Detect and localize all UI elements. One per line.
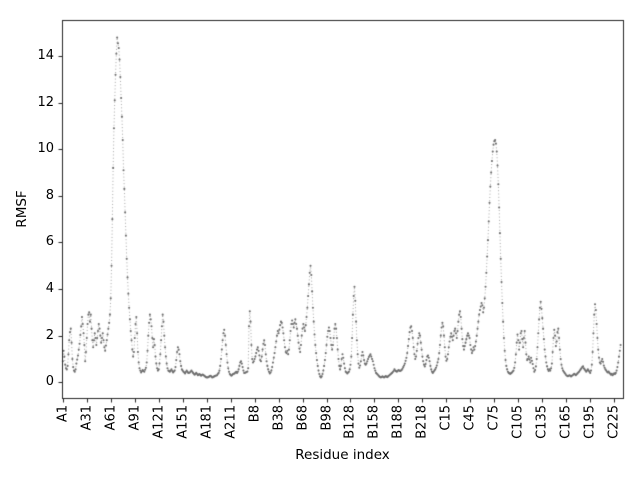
y-tick-label: 12	[37, 94, 54, 110]
x-tick-label: C105	[510, 405, 526, 439]
x-tick-label: C165	[558, 405, 574, 439]
x-tick-label: A211	[223, 405, 239, 439]
x-tick-label: C225	[606, 405, 622, 439]
y-tick-label: 2	[45, 327, 54, 343]
x-tick-label: A91	[127, 405, 143, 431]
x-tick-label: A181	[199, 405, 215, 439]
x-tick-label: C75	[486, 405, 502, 431]
x-tick-label: B8	[247, 405, 263, 423]
x-tick-label: C45	[462, 405, 478, 431]
x-tick-label: C135	[534, 405, 550, 439]
x-tick-label: B98	[319, 405, 335, 431]
x-tick-label: C15	[438, 405, 454, 431]
x-tick-label: A151	[175, 405, 191, 439]
y-tick-label: 0	[45, 374, 54, 390]
x-tick-label: A121	[151, 405, 167, 439]
y-tick-label: 6	[45, 234, 54, 250]
x-tick-label: B38	[271, 405, 287, 431]
y-tick-label: 8	[45, 187, 54, 203]
y-tick-label: 14	[37, 48, 54, 64]
x-tick-label: B188	[390, 405, 406, 439]
x-axis-title: Residue index	[295, 447, 390, 463]
x-tick-label: A31	[79, 405, 95, 431]
y-tick-label: 4	[45, 281, 54, 297]
x-tick-label: B68	[295, 405, 311, 431]
y-tick-label: 10	[37, 141, 54, 157]
x-tick-label: B158	[366, 405, 382, 439]
x-tick-label: A61	[103, 405, 119, 431]
x-tick-label: A1	[55, 405, 71, 423]
x-tick-label: B128	[342, 405, 358, 439]
x-tick-label: C195	[582, 405, 598, 439]
y-axis-title: RMSF	[14, 190, 30, 228]
x-tick-label: B218	[414, 405, 430, 439]
